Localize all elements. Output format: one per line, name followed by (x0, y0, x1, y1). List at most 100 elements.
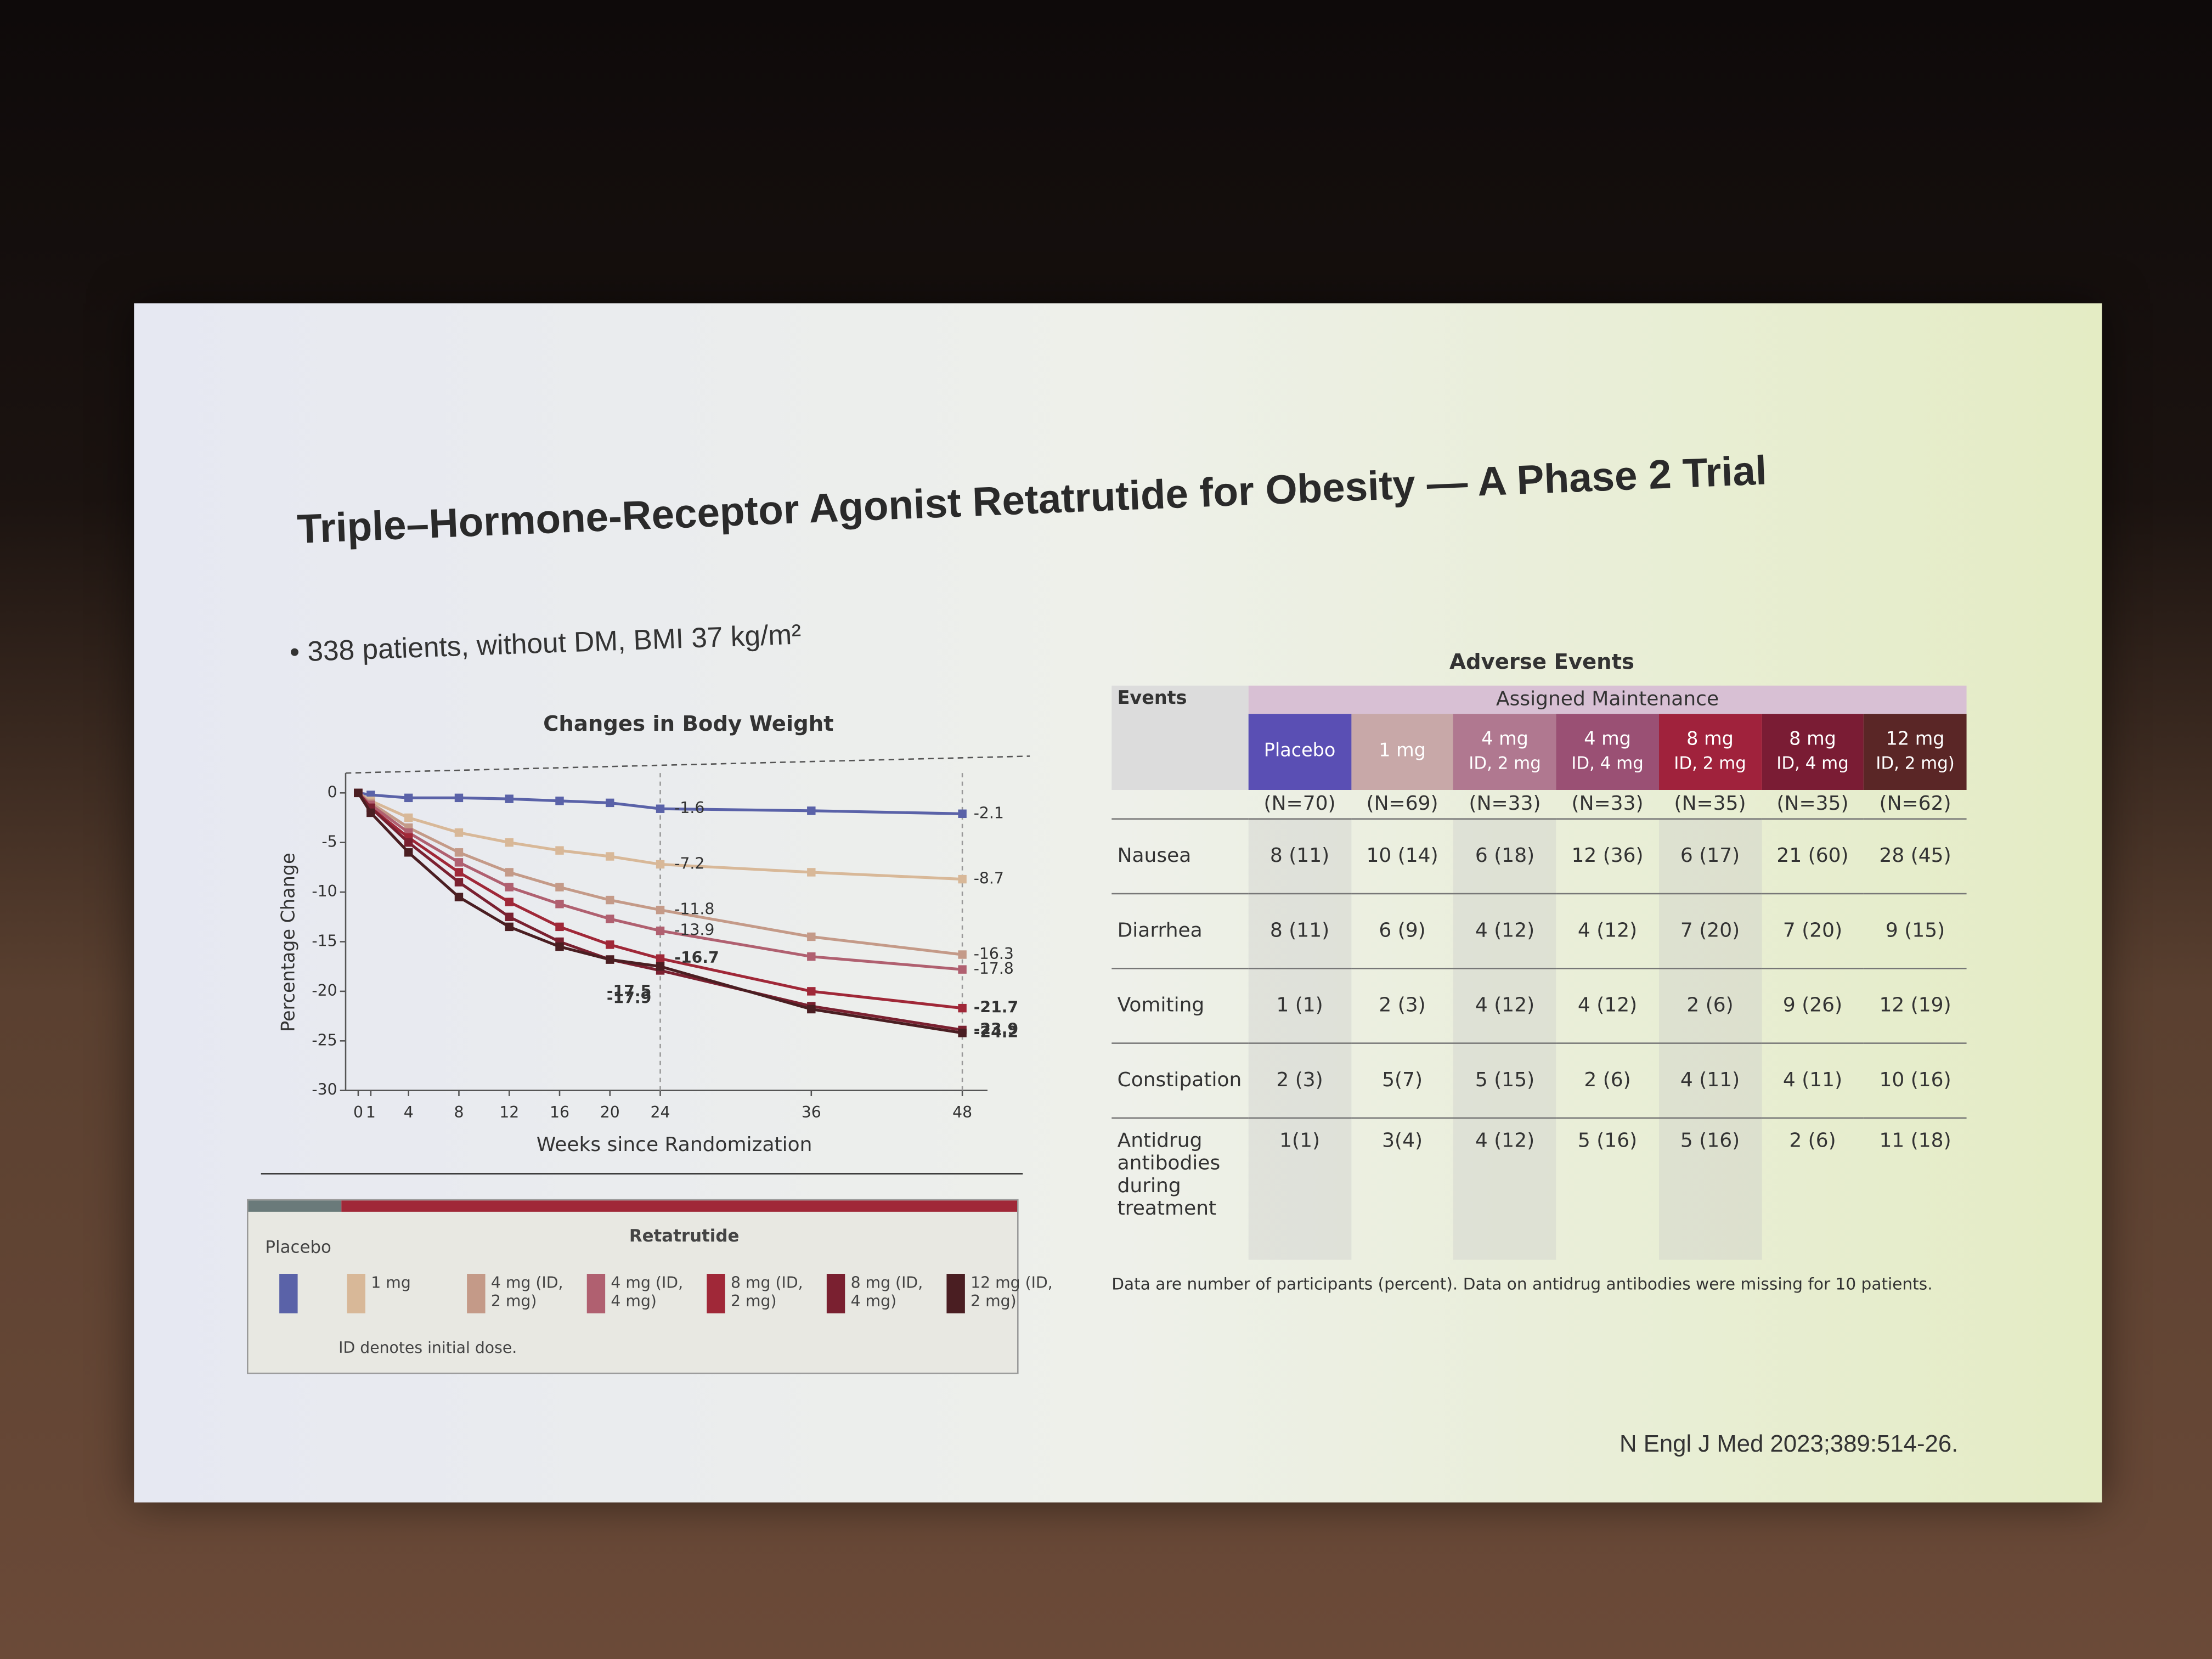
point (958, 1029, 967, 1037)
table-cell: 5 (15) (1453, 1042, 1556, 1118)
point (555, 797, 564, 805)
point (404, 838, 413, 847)
legend-item: 8 mg (ID, 2 mg) (707, 1274, 820, 1313)
table-cell: 6 (9) (1351, 893, 1454, 969)
column-name: 8 mg (1686, 729, 1734, 751)
column-name: ID, 4 mg (1571, 753, 1644, 774)
data-label: -16.3 (974, 945, 1014, 963)
point (454, 878, 464, 887)
y-tick-label: -20 (312, 981, 337, 1000)
column-n: (N=35) (1776, 793, 1849, 816)
point (505, 868, 514, 877)
table-cell: 1(1) (1248, 1117, 1351, 1260)
column-n: (N=33) (1469, 793, 1541, 816)
column-header: 4 mg ID, 2 mg (1453, 714, 1556, 790)
table-cell: 7 (20) (1658, 893, 1762, 969)
point (656, 954, 665, 963)
data-label: -23.9 (974, 1020, 1018, 1038)
row-label: Vomiting (1111, 967, 1249, 1043)
legend-swatch (279, 1274, 298, 1313)
legend-swatch (586, 1274, 606, 1313)
legend: Placebo Retatrutide ID denotes initial d… (247, 1199, 1053, 1374)
point (505, 912, 514, 922)
row-label: Constipation (1111, 1042, 1249, 1118)
point (555, 846, 564, 855)
column-name: ID, 2 mg (1469, 753, 1541, 774)
legend-header: Placebo (265, 1237, 331, 1257)
column-header: 12 mg ID, 2 mg) (1864, 714, 1967, 790)
point (505, 838, 514, 847)
x-tick-label: 36 (802, 1103, 821, 1121)
table-cell: 10 (14) (1351, 818, 1454, 894)
table-cell: 5 (16) (1556, 1117, 1659, 1260)
point (366, 808, 375, 817)
series-line (357, 792, 963, 971)
table-cell: 9 (26) (1761, 967, 1864, 1043)
x-axis-label: Weeks since Randomization (537, 1133, 812, 1156)
row-label: Antidrug antibodies during treatment (1111, 1117, 1249, 1260)
point (958, 874, 967, 884)
table-cell: 12 (19) (1864, 967, 1967, 1043)
y-axis-label: Percentage Change (278, 853, 299, 1031)
chart-title: Changes in Body Weight (543, 712, 834, 736)
data-label: -17.8 (974, 960, 1014, 978)
legend-swatch (946, 1274, 965, 1313)
table-cell: 12 (36) (1556, 818, 1659, 894)
table-cell: 5(7) (1351, 1042, 1454, 1118)
x-tick-label: 48 (952, 1103, 972, 1121)
series-line (358, 791, 963, 815)
point (958, 1003, 967, 1013)
point (656, 860, 665, 869)
data-label: -8.7 (974, 870, 1004, 888)
point (807, 1005, 816, 1014)
column-name: ID, 2 mg) (1876, 753, 1955, 774)
table-cell: 2 (6) (1658, 967, 1762, 1043)
column-n: (N=70) (1263, 793, 1336, 816)
point (404, 813, 413, 822)
legend-label: 4 mg (ID, 4 mg) (611, 1274, 684, 1311)
x-tick-label: 16 (550, 1103, 569, 1121)
column-header: 4 mg ID, 4 mg (1556, 714, 1659, 790)
point (505, 922, 514, 932)
data-label: -11.8 (674, 900, 714, 918)
series-line (357, 792, 963, 956)
legend-swatch (347, 1274, 365, 1313)
column-header: 8 mg ID, 2 mg (1658, 714, 1762, 790)
column-name: 4 mg (1481, 729, 1528, 751)
table-cell: 6 (18) (1453, 818, 1556, 894)
column-name: 8 mg (1789, 729, 1836, 751)
table-cell: 3(4) (1351, 1117, 1454, 1260)
table-cell: 5 (16) (1658, 1117, 1762, 1260)
point (958, 809, 967, 818)
data-label: -17.5 (607, 982, 651, 1000)
point (354, 788, 363, 798)
row-label: Nausea (1111, 818, 1249, 894)
series-line (357, 792, 963, 1035)
citation: N Engl J Med 2023;389:514-26. (1620, 1430, 1959, 1458)
legend-item: 4 mg (ID, 2 mg) (467, 1274, 580, 1313)
point (606, 915, 614, 923)
legend-item: 1 mg (347, 1274, 460, 1313)
table-cell: 2 (6) (1556, 1042, 1659, 1118)
x-tick-label: 1 (366, 1103, 376, 1121)
legend-swatch (826, 1274, 845, 1313)
legend-swatch (707, 1274, 725, 1313)
table-cell: 2 (3) (1351, 967, 1454, 1043)
spacer (1111, 790, 1248, 819)
point (656, 804, 665, 813)
table-cell: 4 (12) (1453, 893, 1556, 969)
point (807, 806, 816, 815)
point (555, 922, 564, 932)
point (454, 858, 464, 867)
point (555, 942, 564, 951)
table-note: Data are number of participants (percent… (1111, 1274, 1933, 1294)
point (505, 898, 514, 906)
table-cell: 28 (45) (1864, 818, 1967, 894)
table-cell: 2 (3) (1248, 1042, 1351, 1118)
point (807, 987, 816, 996)
table-title: Adverse Events (1449, 648, 1634, 675)
point (656, 962, 665, 971)
legend-label: 1 mg (371, 1274, 411, 1293)
